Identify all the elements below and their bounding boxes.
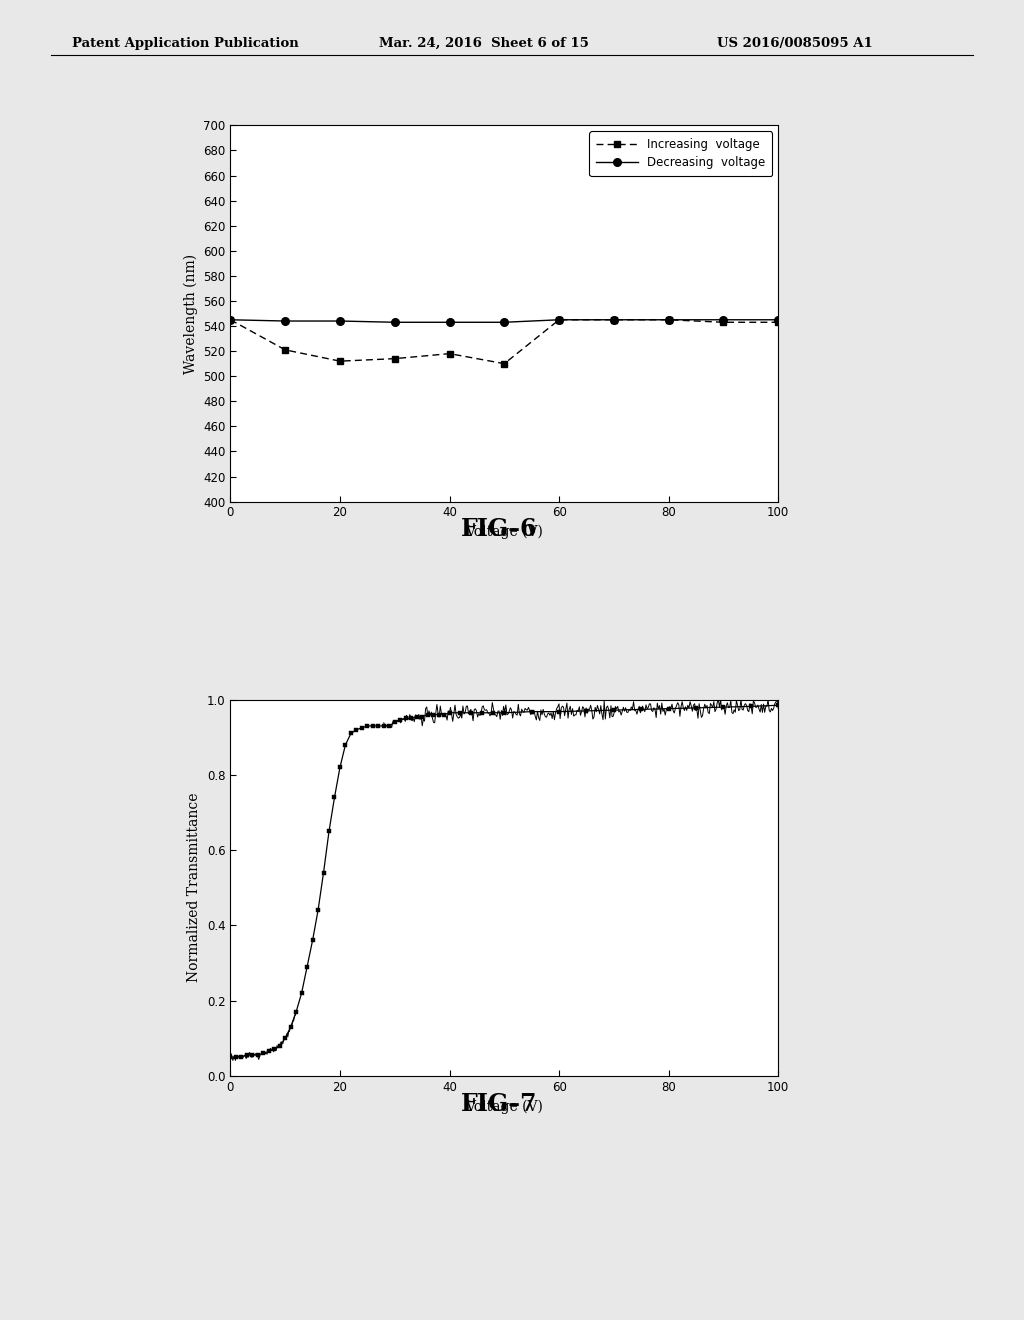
- Increasing  voltage: [717, 314, 729, 330]
- Increasing  voltage: [553, 312, 565, 327]
- Y-axis label: Normalized Transmittance: Normalized Transmittance: [187, 793, 202, 982]
- Increasing  voltage: [443, 346, 456, 362]
- Line: Increasing  voltage: Increasing voltage: [227, 317, 781, 367]
- Increasing  voltage: [279, 342, 292, 358]
- Text: FIG–6: FIG–6: [461, 517, 537, 541]
- X-axis label: Voltage (V): Voltage (V): [465, 525, 544, 540]
- Increasing  voltage: [499, 355, 511, 372]
- Decreasing  voltage: [224, 312, 237, 327]
- Line: Decreasing  voltage: Decreasing voltage: [226, 315, 782, 326]
- Decreasing  voltage: [443, 314, 456, 330]
- Y-axis label: Wavelength (nm): Wavelength (nm): [183, 253, 198, 374]
- Legend: Increasing  voltage, Decreasing  voltage: Increasing voltage, Decreasing voltage: [589, 131, 772, 176]
- Increasing  voltage: [389, 351, 401, 367]
- Text: Mar. 24, 2016  Sheet 6 of 15: Mar. 24, 2016 Sheet 6 of 15: [379, 37, 589, 50]
- Text: US 2016/0085095 A1: US 2016/0085095 A1: [717, 37, 872, 50]
- Increasing  voltage: [663, 312, 675, 327]
- Increasing  voltage: [608, 312, 621, 327]
- Increasing  voltage: [772, 314, 784, 330]
- Decreasing  voltage: [499, 314, 511, 330]
- Text: FIG–7: FIG–7: [461, 1092, 537, 1115]
- Text: Patent Application Publication: Patent Application Publication: [72, 37, 298, 50]
- Decreasing  voltage: [389, 314, 401, 330]
- Decreasing  voltage: [772, 312, 784, 327]
- Decreasing  voltage: [608, 312, 621, 327]
- Decreasing  voltage: [717, 312, 729, 327]
- Decreasing  voltage: [279, 313, 292, 329]
- Decreasing  voltage: [553, 312, 565, 327]
- Increasing  voltage: [224, 312, 237, 327]
- X-axis label: Voltage (V): Voltage (V): [465, 1100, 544, 1114]
- Decreasing  voltage: [663, 312, 675, 327]
- Decreasing  voltage: [334, 313, 346, 329]
- Increasing  voltage: [334, 354, 346, 370]
